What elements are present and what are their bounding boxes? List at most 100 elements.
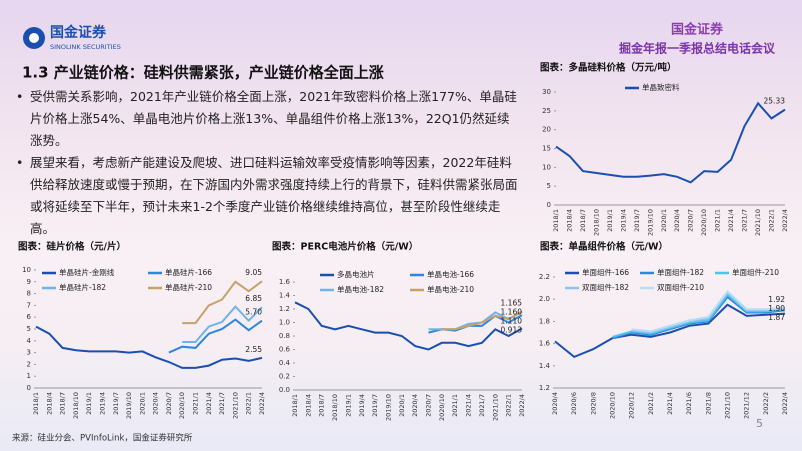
value-label: 9.05 bbox=[245, 268, 262, 277]
x-tick-label: 2021/1 bbox=[192, 392, 200, 415]
value-label: 1.160 bbox=[501, 307, 523, 316]
chart-title: 图表：PERC电池片价格（元/W） bbox=[272, 241, 418, 253]
value-label: 1.90 bbox=[768, 304, 785, 313]
value-label: 0.913 bbox=[501, 325, 523, 334]
x-tick-label: 2022/4 bbox=[518, 394, 526, 417]
y-tick-label: 6 bbox=[27, 313, 32, 321]
x-tick-label: 2021/4 bbox=[465, 394, 473, 417]
x-tick-label: 2021/10 bbox=[754, 209, 762, 236]
series-line bbox=[612, 295, 786, 340]
legend-label: 单晶致密料 bbox=[642, 82, 680, 92]
logo-icon-inner bbox=[29, 33, 39, 43]
x-tick-label: 2018/10 bbox=[72, 392, 80, 419]
event-name: 掘金年报一季报总结电话会议 bbox=[619, 41, 776, 56]
y-tick-label: 1.8 bbox=[539, 317, 550, 325]
bullet: • 展望来看，考虑新产能建设及爬坡、进口硅料运输效率受疫情影响等因素，2022年硅… bbox=[16, 155, 518, 236]
series-line bbox=[631, 291, 786, 334]
value-label: 1.110 bbox=[501, 316, 523, 325]
x-tick-label: 2020/4 bbox=[152, 392, 160, 415]
chart-title: 图表：硅片价格（元/片） bbox=[18, 241, 126, 253]
series-line bbox=[182, 305, 263, 343]
legend-label: 单面组件-182 bbox=[657, 267, 704, 277]
x-tick-label: 2019/10 bbox=[646, 209, 654, 236]
legend-label: 单晶电池-210 bbox=[427, 284, 474, 294]
y-tick-label: 9 bbox=[27, 278, 31, 286]
logo-name: 国金证券 bbox=[50, 24, 107, 41]
series-line bbox=[441, 310, 523, 331]
y-tick-label: 25 bbox=[542, 107, 551, 115]
x-tick-label: 2020/4 bbox=[673, 209, 681, 232]
x-tick-label: 2018/7 bbox=[318, 394, 326, 417]
legend-label: 单面组件-166 bbox=[582, 267, 629, 277]
y-tick-label: 0 bbox=[27, 384, 31, 392]
x-tick-label: 2018/7 bbox=[579, 209, 587, 232]
x-tick-label: 2019/10 bbox=[125, 392, 133, 419]
x-tick-label: 2018/4 bbox=[565, 209, 573, 232]
x-tick-label: 2021/8 bbox=[704, 392, 712, 415]
x-tick-label: 2021/10 bbox=[724, 392, 732, 419]
y-tick-label: 2.0 bbox=[539, 295, 550, 303]
x-tick-label: 2018/7 bbox=[59, 392, 67, 415]
x-tick-label: 2022/4 bbox=[781, 209, 789, 232]
x-tick-label: 2018/4 bbox=[45, 392, 53, 415]
logo-english: SINOLINK SECURITIES bbox=[50, 43, 121, 51]
y-tick-label: 0.8 bbox=[279, 332, 290, 340]
x-tick-label: 2021/7 bbox=[218, 392, 226, 415]
value-label: 2.55 bbox=[245, 345, 262, 354]
y-tick-label: 30 bbox=[542, 88, 551, 96]
x-tick-label: 2021/6 bbox=[685, 392, 693, 415]
y-tick-label: 0.6 bbox=[279, 346, 291, 354]
y-tick-label: 2 bbox=[27, 360, 31, 368]
x-tick-label: 2020/8 bbox=[589, 392, 597, 415]
y-tick-label: 5 bbox=[547, 182, 551, 190]
x-tick-label: 2019/4 bbox=[619, 209, 627, 232]
page-number: 5 bbox=[756, 417, 763, 430]
series-line bbox=[168, 318, 263, 354]
x-tick-label: 2021/1 bbox=[714, 209, 722, 232]
y-tick-label: 3 bbox=[27, 349, 31, 357]
legend-label: 单晶硅片-182 bbox=[59, 282, 106, 292]
bullet: • 受供需关系影响，2021年产业链价格全面上涨，2021年致密料价格上涨177%… bbox=[16, 89, 517, 148]
y-tick-label: 1.2 bbox=[539, 384, 550, 392]
y-tick-label: 1.0 bbox=[279, 319, 290, 327]
x-tick-label: 2021/10 bbox=[491, 394, 499, 421]
x-tick-label: 2020/7 bbox=[165, 392, 173, 415]
x-tick-label: 2021/2 bbox=[647, 392, 655, 415]
y-tick-label: 20 bbox=[542, 126, 551, 134]
x-tick-label: 2019/7 bbox=[112, 392, 120, 415]
x-tick-label: 2018/1 bbox=[32, 392, 40, 415]
legend-label: 多晶电池片 bbox=[337, 269, 375, 279]
y-tick-label: 1.2 bbox=[279, 305, 290, 313]
legend-label: 单面组件-210 bbox=[732, 267, 779, 277]
y-tick-label: 15 bbox=[542, 145, 551, 153]
legend-label: 单晶硅片-金刚线 bbox=[59, 267, 115, 277]
x-tick-label: 2020/6 bbox=[570, 392, 578, 415]
x-tick-label: 2022/2 bbox=[762, 392, 770, 415]
x-tick-label: 2022/1 bbox=[245, 392, 253, 415]
x-tick-label: 2022/4 bbox=[781, 392, 789, 415]
legend-label: 单晶硅片-166 bbox=[165, 267, 212, 277]
y-tick-label: 1.4 bbox=[539, 362, 551, 370]
x-tick-label: 2021/7 bbox=[478, 394, 486, 417]
y-tick-label: 0 bbox=[547, 201, 551, 209]
legend-label: 单晶电池-166 bbox=[427, 269, 474, 279]
source: 来源：硅业分会、PVInfoLink，国金证券研究所 bbox=[12, 433, 193, 444]
x-tick-label: 2019/4 bbox=[358, 394, 366, 417]
x-tick-label: 2021/4 bbox=[205, 392, 213, 415]
x-tick-label: 2020/7 bbox=[687, 209, 695, 232]
series-line bbox=[612, 293, 786, 338]
legend-label: 单晶电池-182 bbox=[337, 284, 384, 294]
series-line bbox=[631, 289, 786, 333]
value-label: 25.33 bbox=[764, 97, 786, 106]
x-tick-label: 2019/7 bbox=[371, 394, 379, 417]
y-tick-label: 4 bbox=[27, 337, 32, 345]
x-tick-label: 2020/10 bbox=[438, 394, 446, 421]
x-tick-label: 2021/10 bbox=[231, 392, 239, 419]
x-tick-label: 2022/1 bbox=[768, 209, 776, 232]
x-tick-label: 2019/7 bbox=[633, 209, 641, 232]
x-tick-label: 2018/1 bbox=[291, 394, 299, 417]
y-tick-label: 7 bbox=[27, 301, 31, 309]
bullet-text: 受供需关系影响，2021年产业链价格全面上涨，2021年致密料价格上涨177%、… bbox=[30, 89, 517, 148]
